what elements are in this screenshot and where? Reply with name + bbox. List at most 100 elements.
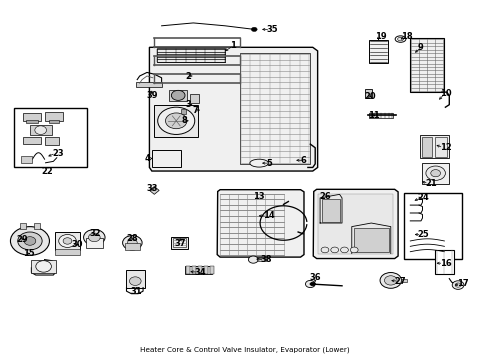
- Text: 36: 36: [309, 273, 320, 282]
- Text: 11: 11: [367, 111, 379, 120]
- Bar: [353, 228, 388, 252]
- Circle shape: [321, 247, 328, 253]
- Bar: [186, 266, 189, 274]
- Bar: [173, 238, 185, 247]
- Text: 19: 19: [374, 32, 386, 41]
- Text: 3: 3: [184, 100, 190, 109]
- Polygon shape: [313, 189, 397, 258]
- Circle shape: [171, 90, 184, 100]
- Bar: [154, 105, 198, 137]
- Text: 29: 29: [16, 235, 28, 244]
- Circle shape: [305, 280, 315, 288]
- Text: 7: 7: [192, 105, 198, 114]
- Bar: [22, 113, 41, 121]
- Circle shape: [330, 247, 338, 253]
- Text: 28: 28: [126, 234, 138, 243]
- Bar: [30, 125, 52, 135]
- Polygon shape: [149, 186, 159, 194]
- Circle shape: [35, 126, 46, 134]
- Polygon shape: [149, 47, 317, 171]
- Bar: [210, 266, 213, 274]
- Bar: [22, 137, 41, 144]
- Text: 21: 21: [424, 179, 436, 188]
- Bar: [404, 193, 461, 259]
- Circle shape: [340, 247, 347, 253]
- Text: 2: 2: [184, 72, 190, 81]
- Bar: [125, 243, 140, 250]
- Circle shape: [310, 282, 315, 286]
- Text: 25: 25: [417, 230, 428, 239]
- Text: 1: 1: [229, 41, 235, 50]
- Bar: [189, 94, 198, 103]
- Bar: [368, 40, 387, 63]
- Bar: [34, 224, 40, 229]
- Text: 22: 22: [41, 167, 53, 176]
- Circle shape: [10, 226, 49, 255]
- Bar: [44, 137, 59, 145]
- Ellipse shape: [394, 36, 405, 42]
- Bar: [434, 137, 446, 157]
- Text: 35: 35: [266, 25, 278, 34]
- Text: 27: 27: [394, 276, 406, 285]
- Bar: [157, 48, 224, 62]
- Text: 24: 24: [417, 193, 428, 202]
- Bar: [55, 249, 80, 255]
- Text: 18: 18: [401, 32, 412, 41]
- Bar: [44, 112, 63, 121]
- Circle shape: [63, 238, 72, 244]
- Text: 5: 5: [266, 159, 272, 168]
- Bar: [184, 266, 211, 274]
- Circle shape: [248, 256, 258, 263]
- Text: 13: 13: [253, 192, 264, 201]
- Text: 38: 38: [260, 255, 271, 264]
- Bar: [49, 120, 59, 123]
- Text: 30: 30: [71, 240, 83, 249]
- Bar: [31, 260, 56, 273]
- Circle shape: [451, 281, 463, 289]
- Ellipse shape: [397, 37, 403, 41]
- Bar: [198, 266, 202, 274]
- Text: 12: 12: [439, 143, 450, 152]
- Bar: [125, 270, 145, 288]
- Bar: [192, 266, 196, 274]
- Circle shape: [430, 170, 440, 177]
- Bar: [136, 82, 161, 87]
- Bar: [171, 237, 187, 249]
- Circle shape: [83, 229, 105, 245]
- Text: 9: 9: [417, 43, 423, 52]
- Text: 14: 14: [263, 211, 274, 220]
- Circle shape: [384, 276, 396, 285]
- Bar: [409, 39, 444, 92]
- Bar: [168, 90, 187, 101]
- Circle shape: [425, 166, 445, 180]
- Text: 20: 20: [363, 92, 375, 101]
- Text: 17: 17: [456, 279, 468, 288]
- Text: 33: 33: [147, 184, 158, 193]
- Text: 10: 10: [440, 89, 451, 98]
- Bar: [55, 232, 80, 250]
- Polygon shape: [217, 190, 304, 257]
- Bar: [321, 199, 339, 222]
- Bar: [256, 258, 266, 261]
- Bar: [422, 137, 431, 157]
- Bar: [20, 224, 26, 229]
- Bar: [26, 120, 38, 123]
- Bar: [365, 89, 371, 98]
- Circle shape: [454, 283, 460, 287]
- Text: 26: 26: [319, 192, 330, 201]
- Text: 39: 39: [146, 91, 157, 100]
- Circle shape: [127, 239, 137, 246]
- Circle shape: [88, 233, 100, 242]
- Circle shape: [379, 273, 401, 288]
- Bar: [181, 109, 185, 114]
- Bar: [170, 108, 180, 116]
- Bar: [400, 279, 407, 282]
- Circle shape: [122, 235, 142, 250]
- Text: 6: 6: [300, 156, 306, 165]
- Bar: [204, 266, 207, 274]
- Text: 32: 32: [89, 229, 101, 238]
- Bar: [239, 53, 310, 164]
- Circle shape: [165, 113, 186, 129]
- Bar: [317, 194, 392, 253]
- Circle shape: [59, 234, 76, 247]
